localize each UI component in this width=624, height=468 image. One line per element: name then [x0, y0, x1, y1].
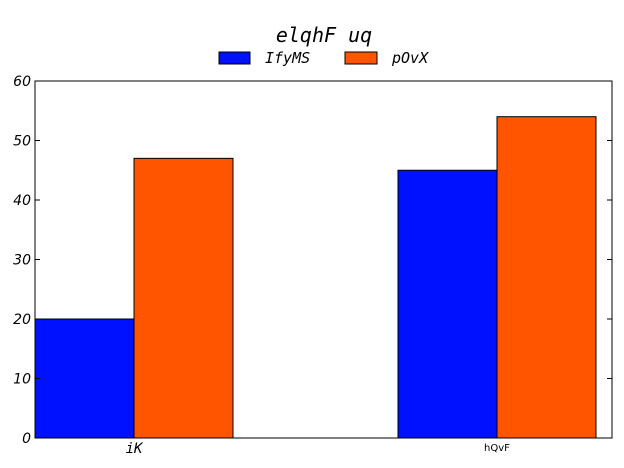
y-tick-label-10: 10	[13, 372, 31, 388]
y-tick-label-0: 0	[22, 431, 31, 447]
legend: IfyMS pOvX	[218, 49, 429, 67]
y-tick-label-40: 40	[13, 193, 31, 209]
x-tick-label-hqvf: hQvF	[484, 443, 510, 454]
plot-frame	[34, 80, 613, 439]
y-axis-ticks: 0 10 20 30 40 50 60	[13, 74, 612, 447]
legend-swatch-povx	[344, 51, 378, 65]
y-tick-label-50: 50	[13, 134, 31, 150]
y-tick-label-20: 20	[13, 312, 31, 328]
legend-label-ifyms: IfyMS	[265, 49, 310, 67]
legend-label-povx: pOvX	[391, 49, 429, 67]
bars-layer	[34, 116, 597, 439]
bar-povx-ik	[133, 157, 234, 439]
bar-ifyms-hqvf	[397, 169, 498, 439]
x-tick-label-ik: iK	[126, 441, 144, 457]
y-tick-label-30: 30	[13, 253, 31, 269]
chart-title: elqhF uq	[276, 23, 372, 47]
y-tick-label-60: 60	[13, 74, 31, 90]
legend-swatch-ifyms	[218, 51, 251, 65]
bar-povx-hqvf	[496, 116, 597, 439]
bar-ifyms-ik	[34, 318, 135, 439]
